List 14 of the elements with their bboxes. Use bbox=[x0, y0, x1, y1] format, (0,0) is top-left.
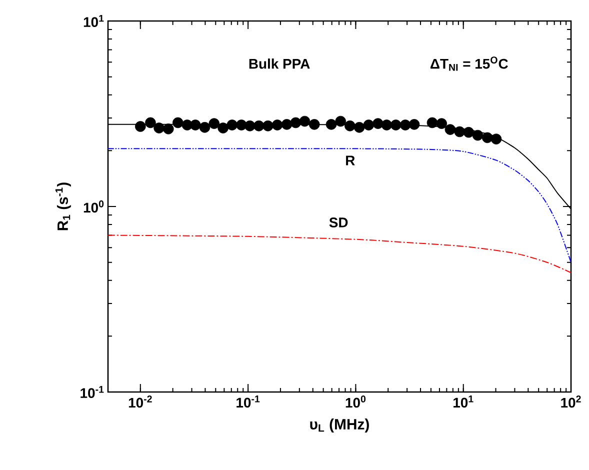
annotation: R bbox=[346, 156, 355, 166]
x-tick-label: 10$^{0}$ bbox=[346, 396, 366, 408]
annotation: SD bbox=[329, 218, 348, 228]
x-tick-label: 10$^{-1}$ bbox=[236, 396, 260, 408]
y-tick-label: 10$^{1}$ bbox=[84, 14, 104, 28]
x-tick-label: 10$^{1}$ bbox=[454, 396, 474, 408]
annotation: ΔT$_{NI}$ = 15$^{O}$C bbox=[430, 56, 508, 71]
y-tick-label: 10$^{-1}$ bbox=[80, 386, 104, 398]
y-tick-label: 10$^{0}$ bbox=[84, 200, 104, 213]
y-axis-title: R$_{1}$ (s$^{-1}$) bbox=[55, 182, 71, 230]
annotation: Bulk PPA bbox=[249, 58, 310, 69]
x-axis-title: υ$_{L}$ (MHz) bbox=[310, 418, 369, 432]
x-tick-label: 10$^{-2}$ bbox=[128, 396, 152, 408]
x-tick-label: 10$^{2}$ bbox=[561, 396, 581, 408]
